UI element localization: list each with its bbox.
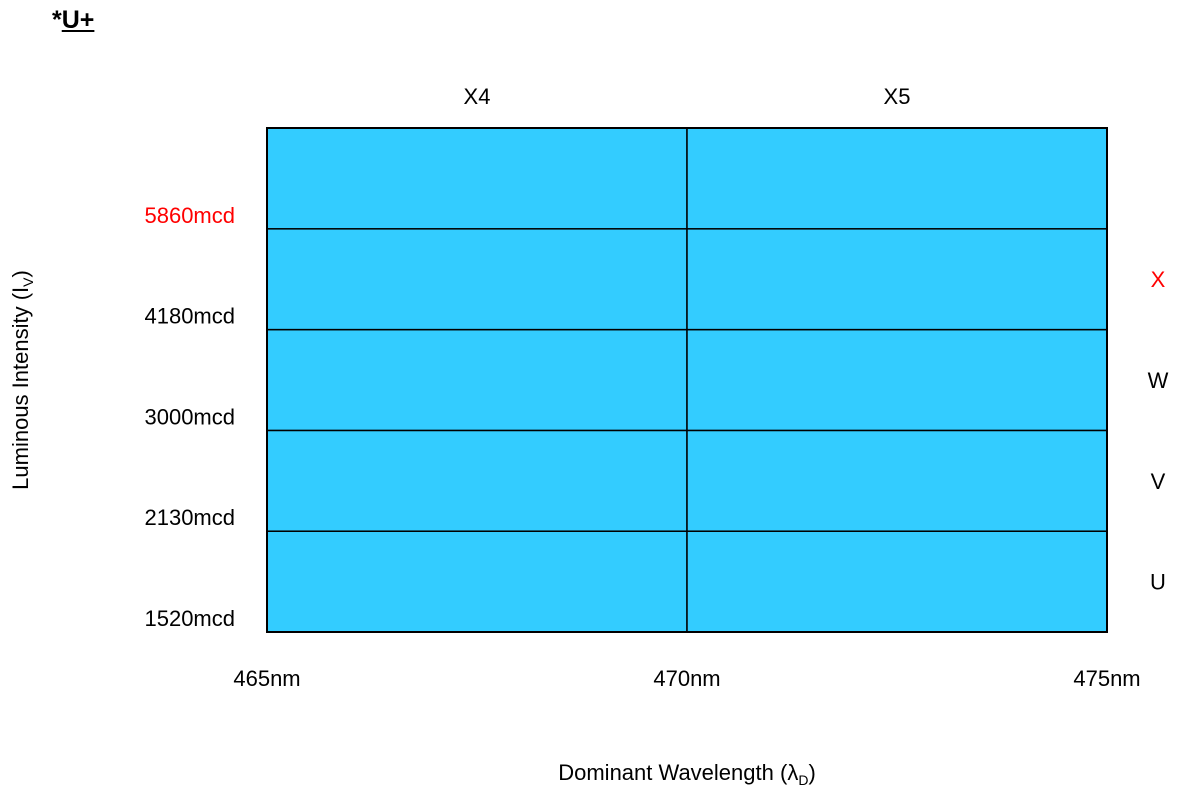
y-axis-label: Luminous Intensity (IV): [8, 270, 36, 490]
title-main: U+: [61, 6, 95, 34]
bin-cell-x5-u: [686, 530, 1108, 633]
bin-cell-x4-w: [266, 328, 688, 432]
chart-labels: X4 X5 465nm 470nm 475nm 1520mcd 2130mcd 3000mcd…: [144, 84, 1168, 691]
x-axis-label: Dominant Wavelength (λD): [558, 760, 816, 788]
x-tick-label-475: 475nm: [1073, 666, 1140, 691]
y-bin-label-w: W: [1148, 368, 1169, 393]
bin-cell-x5-v: [686, 429, 1108, 532]
plot-frame: [266, 127, 1108, 633]
title-prefix: *: [52, 6, 62, 34]
bin-cell-x5-w: [686, 328, 1108, 432]
x-tick-label-470: 470nm: [653, 666, 720, 691]
bin-cell-x4-u: [266, 530, 688, 633]
y-bin-label-x: X: [1151, 267, 1166, 292]
y-tick-label-5860: 5860mcd: [144, 203, 235, 228]
bin-cell-x5-x: [686, 228, 1108, 331]
bin-cell-x4-x: [266, 228, 688, 331]
chart-title: *U+: [52, 6, 94, 35]
y-bin-label-v: V: [1151, 469, 1166, 494]
y-tick-label-2130: 2130mcd: [144, 505, 235, 530]
x-bin-label-x4: X4: [464, 84, 491, 109]
x-tick-label-465: 465nm: [233, 666, 300, 691]
bin-cell-x5-top: [686, 127, 1108, 230]
y-tick-label-1520: 1520mcd: [144, 606, 235, 631]
x-bin-label-x5: X5: [884, 84, 911, 109]
y-tick-label-3000: 3000mcd: [144, 404, 235, 429]
bin-cell-x4-top: [266, 127, 688, 230]
y-tick-label-4180: 4180mcd: [144, 304, 235, 329]
bin-cell-x4-v: [266, 429, 688, 532]
bin-cells: [266, 127, 1108, 633]
y-bin-label-u: U: [1150, 570, 1166, 595]
